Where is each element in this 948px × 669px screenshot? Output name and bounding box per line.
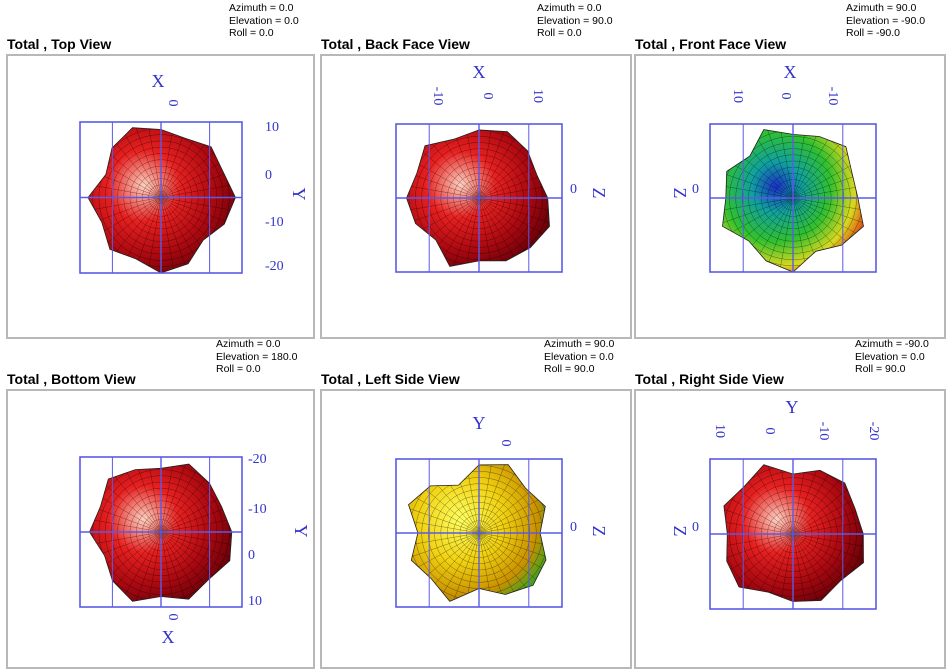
surface-plot[interactable]: X 0 10 0 -10 -20 Y: [8, 56, 313, 337]
tick-label-top: 0: [165, 100, 180, 107]
tick-label-top: 0: [498, 440, 513, 447]
plot-viewport[interactable]: Y 0 0 Z: [320, 389, 632, 669]
surface-plot[interactable]: X 0 -20 -10 0 10 Y: [8, 391, 313, 669]
tick-label-side: -20: [248, 452, 267, 467]
view-title: Total , Front Face View: [635, 36, 787, 52]
axis-label-top: X: [162, 627, 175, 647]
plot-viewport[interactable]: X -10 0 10 0 Z: [320, 54, 632, 339]
surface-plot[interactable]: Y 0 0 Z: [322, 391, 630, 669]
tick-label-top: -20: [866, 422, 881, 441]
view-info: Azimuth = 0.0 Elevation = 0.0 Roll = 0.0: [229, 2, 299, 40]
surface-plot[interactable]: X -10 0 10 0 Z: [322, 56, 630, 337]
roll-readout: Roll = 0.0: [216, 363, 261, 375]
tick-label-top: 10: [530, 89, 545, 103]
axis-label-top: Y: [473, 413, 486, 433]
elevation-readout: Elevation = -90.0: [846, 14, 926, 27]
azimuth-readout: Azimuth = 0.0: [216, 338, 281, 350]
view-info: Azimuth = 0.0 Elevation = 90.0 Roll = 0.…: [537, 2, 613, 40]
azimuth-readout: Azimuth = 0.0: [229, 2, 294, 14]
elevation-readout: Elevation = 180.0: [216, 350, 298, 363]
roll-readout: Roll = 0.0: [537, 27, 582, 39]
azimuth-readout: Azimuth = -90.0: [855, 338, 929, 350]
elevation-readout: Elevation = 90.0: [537, 14, 613, 27]
roll-readout: Roll = 90.0: [544, 363, 595, 375]
view-title: Total , Bottom View: [7, 371, 136, 387]
view-info: Azimuth = 90.0 Elevation = 0.0 Roll = 90…: [544, 338, 614, 376]
view-title: Total , Left Side View: [321, 371, 460, 387]
tick-label-side: 0: [248, 548, 255, 563]
radiation-surface: [87, 127, 236, 274]
tick-label-side: 0: [570, 520, 577, 535]
tick-label-top: -10: [825, 87, 840, 106]
tick-label-side: -10: [265, 215, 284, 230]
roll-readout: Roll = -90.0: [846, 27, 900, 39]
roll-readout: Roll = 90.0: [855, 363, 906, 375]
axis-label-top: Y: [786, 397, 799, 417]
tick-label-side: 10: [248, 594, 262, 609]
axis-label-top: X: [784, 62, 797, 82]
plot-viewport[interactable]: X 10 0 -10 0 Z: [634, 54, 946, 339]
tick-label-top: 0: [165, 614, 180, 621]
view-title: Total , Top View: [7, 36, 112, 52]
roll-readout: Roll = 0.0: [229, 27, 274, 39]
view-info: Azimuth = -90.0 Elevation = 0.0 Roll = 9…: [855, 338, 929, 376]
axis-label-side: Y: [289, 188, 309, 201]
plot-viewport[interactable]: X 0 10 0 -10 -20 Y: [6, 54, 315, 339]
tick-label-top: 0: [762, 428, 777, 435]
elevation-readout: Elevation = 0.0: [229, 14, 299, 27]
azimuth-readout: Azimuth = 90.0: [544, 338, 615, 350]
azimuth-readout: Azimuth = 0.0: [537, 2, 602, 14]
axis-label-side: Z: [670, 188, 690, 199]
tick-label-side: 0: [692, 182, 699, 197]
tick-label-side: -10: [248, 502, 267, 517]
plot-viewport[interactable]: Y 10 0 -10 -20 0 Z: [634, 389, 946, 669]
tick-label-side: 10: [265, 120, 279, 135]
axis-label-side: Y: [291, 525, 311, 538]
axis-label-side: Z: [670, 526, 690, 537]
elevation-readout: Elevation = 0.0: [855, 350, 925, 363]
tick-label-side: -20: [265, 259, 284, 274]
tick-label-top: 10: [712, 424, 727, 438]
view-title: Total , Back Face View: [321, 36, 470, 52]
view-info: Azimuth = 90.0 Elevation = -90.0 Roll = …: [846, 2, 925, 40]
axis-label-top: X: [473, 62, 486, 82]
surface-plot[interactable]: X 10 0 -10 0 Z: [636, 56, 944, 337]
azimuth-readout: Azimuth = 90.0: [846, 2, 917, 14]
view-title: Total , Right Side View: [635, 371, 784, 387]
tick-label-top: 10: [730, 89, 745, 103]
view-info: Azimuth = 0.0 Elevation = 180.0 Roll = 0…: [216, 338, 297, 376]
tick-label-side: 0: [265, 168, 272, 183]
tick-label-top: -10: [816, 422, 831, 441]
plot-viewport[interactable]: X 0 -20 -10 0 10 Y: [6, 389, 315, 669]
tick-label-side: 0: [570, 182, 577, 197]
tick-label-top: 0: [480, 93, 495, 100]
surface-plot[interactable]: Y 10 0 -10 -20 0 Z: [636, 391, 944, 669]
axis-label-top: X: [152, 71, 165, 91]
tick-label-side: 0: [692, 520, 699, 535]
tick-label-top: -10: [430, 87, 445, 106]
elevation-readout: Elevation = 0.0: [544, 350, 614, 363]
axis-label-side: Z: [589, 188, 609, 199]
tick-label-top: 0: [778, 93, 793, 100]
axis-label-side: Z: [589, 526, 609, 537]
